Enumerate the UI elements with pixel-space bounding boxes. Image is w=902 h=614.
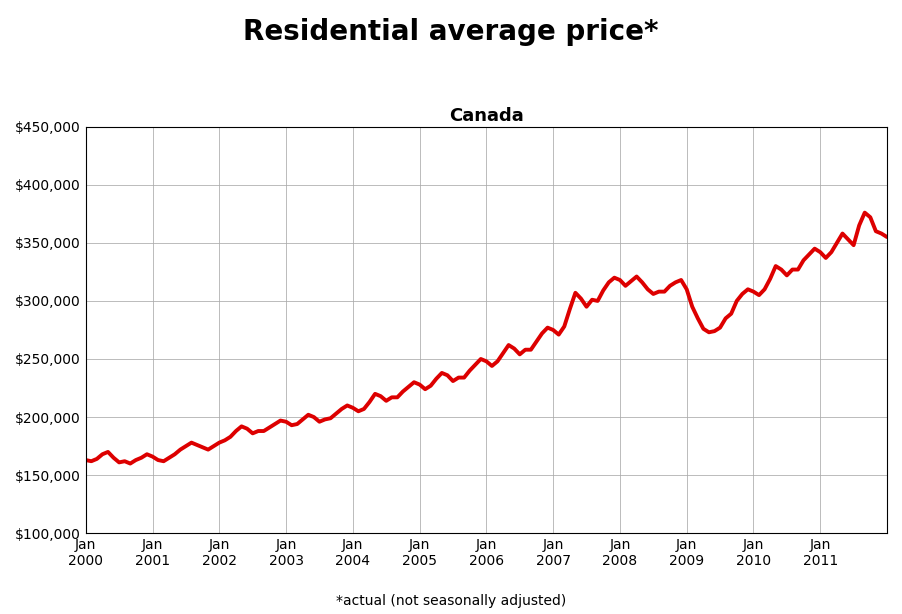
Text: Residential average price*: Residential average price* <box>244 18 658 47</box>
Title: Canada: Canada <box>449 107 524 125</box>
Text: *actual (not seasonally adjusted): *actual (not seasonally adjusted) <box>336 594 566 608</box>
